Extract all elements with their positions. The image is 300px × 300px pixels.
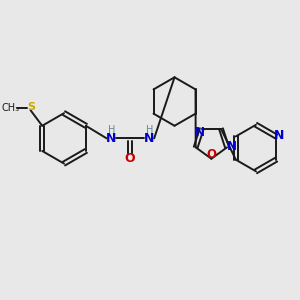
Text: H: H (108, 124, 115, 135)
Text: S: S (28, 102, 35, 112)
Text: N: N (144, 132, 154, 145)
Text: CH₃: CH₃ (1, 103, 19, 113)
Text: N: N (274, 129, 284, 142)
Text: N: N (195, 126, 205, 139)
Text: N: N (106, 132, 117, 145)
Text: H: H (146, 124, 153, 135)
Text: N: N (227, 140, 237, 153)
Text: O: O (124, 152, 135, 165)
Text: O: O (206, 148, 216, 161)
